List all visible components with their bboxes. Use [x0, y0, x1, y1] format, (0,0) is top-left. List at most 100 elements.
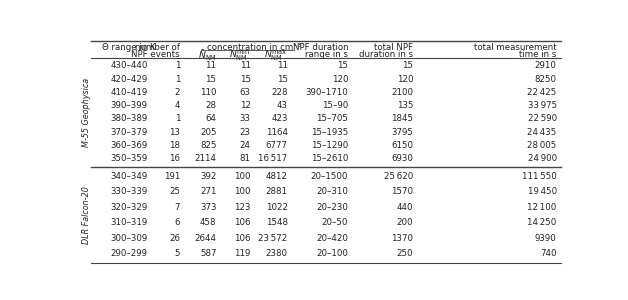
- Text: 25 620: 25 620: [384, 172, 413, 181]
- Text: 360–369: 360–369: [111, 141, 148, 150]
- Text: time in s: time in s: [519, 50, 556, 59]
- Text: 6: 6: [175, 218, 180, 227]
- Text: 250: 250: [397, 249, 413, 258]
- Text: 14 250: 14 250: [528, 218, 556, 227]
- Text: 120: 120: [332, 74, 348, 83]
- Text: 20–230: 20–230: [317, 203, 348, 212]
- Text: 15–90: 15–90: [322, 101, 348, 110]
- Text: 28: 28: [205, 101, 217, 110]
- Text: 100: 100: [234, 187, 251, 196]
- Text: 2: 2: [175, 88, 180, 97]
- Text: 11: 11: [239, 61, 251, 70]
- Text: 2380: 2380: [266, 249, 288, 258]
- Text: NPF duration: NPF duration: [293, 43, 348, 52]
- Text: 1845: 1845: [391, 114, 413, 123]
- Text: 24 435: 24 435: [528, 128, 556, 137]
- Text: 300–309: 300–309: [111, 234, 148, 243]
- Text: 390–399: 390–399: [111, 101, 148, 110]
- Text: 440: 440: [397, 203, 413, 212]
- Text: 410–419: 410–419: [111, 88, 148, 97]
- Text: 228: 228: [271, 88, 288, 97]
- Text: 25: 25: [169, 187, 180, 196]
- Text: total NPF: total NPF: [374, 43, 413, 52]
- Text: 23: 23: [239, 128, 251, 137]
- Text: 33 975: 33 975: [528, 101, 556, 110]
- Text: 330–339: 330–339: [111, 187, 148, 196]
- Text: 15–1290: 15–1290: [311, 141, 348, 150]
- Text: 1370: 1370: [391, 234, 413, 243]
- Text: 15: 15: [403, 61, 413, 70]
- Text: 11: 11: [205, 61, 217, 70]
- Text: 33: 33: [239, 114, 251, 123]
- Text: 24 900: 24 900: [528, 154, 556, 163]
- Text: 430–440: 430–440: [110, 61, 148, 70]
- Text: 350–359: 350–359: [111, 154, 148, 163]
- Text: 420–429: 420–429: [111, 74, 148, 83]
- Text: 370–379: 370–379: [111, 128, 148, 137]
- Text: 120: 120: [397, 74, 413, 83]
- Text: range in s: range in s: [305, 50, 348, 59]
- Text: concentration in cm⁻³: concentration in cm⁻³: [207, 43, 301, 52]
- Text: 200: 200: [397, 218, 413, 227]
- Text: 64: 64: [205, 114, 217, 123]
- Text: 12 100: 12 100: [528, 203, 556, 212]
- Text: Θ range in K: Θ range in K: [102, 43, 156, 52]
- Text: 28 005: 28 005: [528, 141, 556, 150]
- Text: 110: 110: [200, 88, 217, 97]
- Text: 310–319: 310–319: [111, 218, 148, 227]
- Text: 26: 26: [169, 234, 180, 243]
- Text: 15: 15: [205, 74, 217, 83]
- Text: 106: 106: [234, 234, 251, 243]
- Text: 15: 15: [337, 61, 348, 70]
- Text: 12: 12: [239, 101, 251, 110]
- Text: DLR Falcon-20: DLR Falcon-20: [82, 186, 91, 244]
- Text: 4: 4: [175, 101, 180, 110]
- Text: 18: 18: [169, 141, 180, 150]
- Text: 15–2610: 15–2610: [311, 154, 348, 163]
- Text: 1: 1: [175, 114, 180, 123]
- Text: number of: number of: [135, 43, 180, 52]
- Text: 380–389: 380–389: [111, 114, 148, 123]
- Text: 1: 1: [175, 61, 180, 70]
- Text: 106: 106: [234, 218, 251, 227]
- Text: $\bar{N}_\mathregular{NM}$: $\bar{N}_\mathregular{NM}$: [198, 48, 217, 63]
- Text: 1548: 1548: [266, 218, 288, 227]
- Text: 81: 81: [239, 154, 251, 163]
- Text: 11: 11: [277, 61, 288, 70]
- Text: 1: 1: [175, 74, 180, 83]
- Text: 1164: 1164: [266, 128, 288, 137]
- Text: 43: 43: [277, 101, 288, 110]
- Text: 9390: 9390: [535, 234, 556, 243]
- Text: 20–100: 20–100: [317, 249, 348, 258]
- Text: 825: 825: [200, 141, 217, 150]
- Text: 2114: 2114: [195, 154, 217, 163]
- Text: 390–1710: 390–1710: [305, 88, 348, 97]
- Text: total measurement: total measurement: [474, 43, 556, 52]
- Text: 290–299: 290–299: [111, 249, 148, 258]
- Text: 20–1500: 20–1500: [311, 172, 348, 181]
- Text: 15–705: 15–705: [317, 114, 348, 123]
- Text: 135: 135: [397, 101, 413, 110]
- Text: 24: 24: [239, 141, 251, 150]
- Text: 2910: 2910: [535, 61, 556, 70]
- Text: 392: 392: [200, 172, 217, 181]
- Text: 111 550: 111 550: [522, 172, 556, 181]
- Text: 6930: 6930: [391, 154, 413, 163]
- Text: 2644: 2644: [195, 234, 217, 243]
- Text: 100: 100: [234, 172, 251, 181]
- Text: 191: 191: [164, 172, 180, 181]
- Text: 458: 458: [200, 218, 217, 227]
- Text: 423: 423: [271, 114, 288, 123]
- Text: 320–329: 320–329: [111, 203, 148, 212]
- Text: 740: 740: [540, 249, 556, 258]
- Text: duration in s: duration in s: [359, 50, 413, 59]
- Text: M-55 Geophysica: M-55 Geophysica: [82, 78, 91, 147]
- Text: 2881: 2881: [266, 187, 288, 196]
- Text: NPF events: NPF events: [131, 50, 180, 59]
- Text: 123: 123: [234, 203, 251, 212]
- Text: 340–349: 340–349: [111, 172, 148, 181]
- Text: 3795: 3795: [391, 128, 413, 137]
- Text: 6777: 6777: [266, 141, 288, 150]
- Text: 63: 63: [239, 88, 251, 97]
- Text: 4812: 4812: [266, 172, 288, 181]
